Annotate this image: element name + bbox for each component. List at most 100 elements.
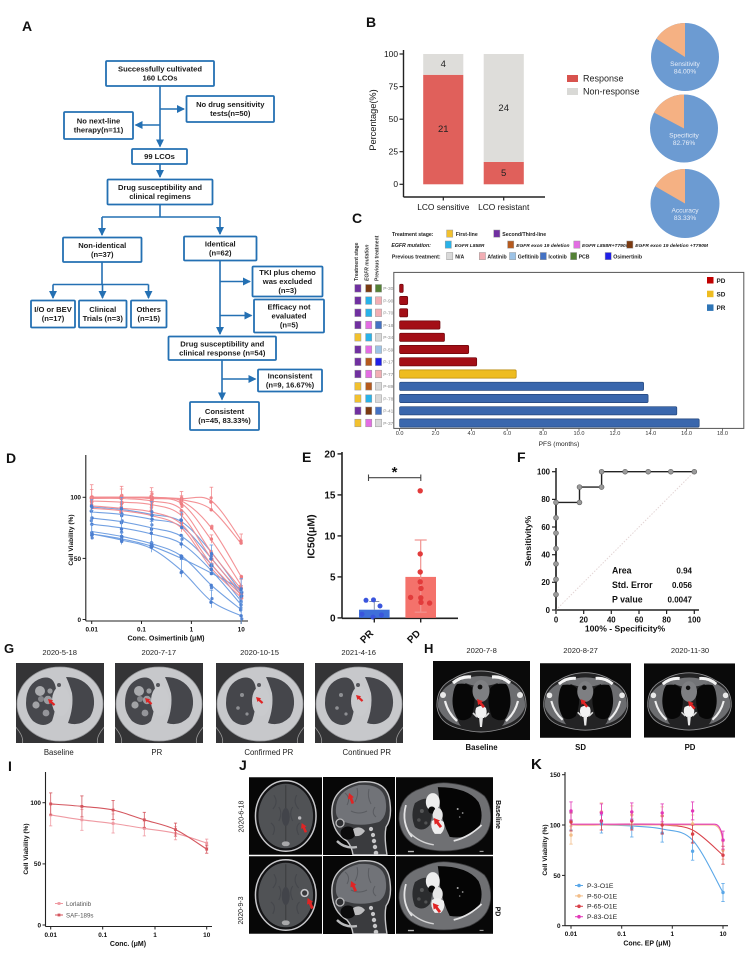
svg-text:Consistent: Consistent	[205, 407, 245, 416]
svg-text:(n=37): (n=37)	[91, 250, 114, 259]
svg-text:EGFR mutation:: EGFR mutation:	[391, 243, 431, 249]
svg-text:Second/Third-line: Second/Third-line	[502, 232, 546, 238]
svg-text:evaluated: evaluated	[271, 312, 306, 321]
svg-text:Specificity: Specificity	[669, 133, 699, 140]
svg-text:0: 0	[393, 179, 398, 189]
svg-text:Accuracy: Accuracy	[671, 208, 699, 215]
svg-text:Previous treatment:: Previous treatment:	[392, 254, 441, 260]
svg-text:PFS (months): PFS (months)	[539, 441, 580, 448]
svg-text:0: 0	[37, 922, 41, 929]
svg-text:82.76%: 82.76%	[673, 140, 696, 147]
svg-text:18.0: 18.0	[717, 431, 728, 437]
svg-text:tests(n=50): tests(n=50)	[210, 109, 251, 118]
svg-text:5: 5	[501, 168, 506, 179]
svg-text:Identical: Identical	[205, 240, 236, 249]
svg-text:Cell Viability (%): Cell Viability (%)	[542, 824, 549, 875]
svg-text:100: 100	[550, 822, 561, 829]
svg-text:SD: SD	[717, 292, 726, 299]
svg-text:10: 10	[238, 627, 246, 634]
svg-text:100: 100	[30, 800, 41, 807]
svg-text:0: 0	[557, 923, 561, 930]
svg-text:Percentage(%): Percentage(%)	[368, 89, 378, 150]
svg-text:EGFR L858R: EGFR L858R	[455, 243, 485, 249]
svg-text:0: 0	[330, 613, 336, 624]
svg-text:P-37: P-37	[383, 421, 393, 427]
svg-text:0.1: 0.1	[617, 931, 626, 938]
svg-text:P-17: P-17	[383, 360, 393, 366]
svg-text:1: 1	[190, 627, 194, 634]
svg-text:Afatinib: Afatinib	[487, 254, 506, 260]
svg-text:PD: PD	[406, 628, 424, 646]
svg-text:0.056: 0.056	[672, 581, 693, 590]
svg-text:P-89: P-89	[383, 384, 393, 390]
svg-text:P-83-O1E: P-83-O1E	[587, 914, 618, 921]
svg-text:Conc. EP (μM): Conc. EP (μM)	[623, 941, 670, 948]
svg-text:Sensitivity%: Sensitivity%	[523, 515, 533, 566]
svg-text:(n=17): (n=17)	[42, 314, 65, 323]
svg-text:0.01: 0.01	[44, 932, 57, 939]
svg-text:(n=62): (n=62)	[209, 249, 232, 258]
svg-text:P-3-O1E: P-3-O1E	[587, 883, 614, 890]
svg-text:150: 150	[550, 772, 561, 779]
svg-text:Drug susceptibility and: Drug susceptibility and	[180, 339, 264, 348]
svg-text:99 LCOs: 99 LCOs	[144, 152, 175, 161]
svg-text:10: 10	[719, 931, 727, 938]
svg-text:P-30: P-30	[383, 286, 393, 292]
svg-text:10.0: 10.0	[574, 431, 585, 437]
svg-text:LCO resistant: LCO resistant	[478, 202, 530, 212]
svg-text:1: 1	[671, 931, 675, 938]
svg-text:P-70: P-70	[383, 311, 393, 317]
svg-text:clinical response (n=54): clinical response (n=54)	[179, 348, 266, 357]
svg-text:2.0: 2.0	[432, 431, 440, 437]
svg-text:0.01: 0.01	[565, 931, 578, 938]
svg-text:Area: Area	[612, 566, 632, 576]
svg-text:8.0: 8.0	[539, 431, 547, 437]
svg-text:P-65-O1E: P-65-O1E	[587, 904, 618, 911]
svg-text:83.33%: 83.33%	[674, 215, 697, 222]
svg-text:Gefitinib: Gefitinib	[518, 254, 539, 260]
svg-text:50: 50	[34, 861, 42, 868]
svg-text:Successfully cultivated: Successfully cultivated	[118, 65, 202, 74]
svg-text:20: 20	[541, 578, 550, 587]
svg-text:50: 50	[389, 114, 399, 124]
svg-text:(n=3): (n=3)	[278, 286, 297, 295]
svg-text:*: *	[392, 464, 398, 481]
svg-text:75: 75	[389, 81, 399, 91]
svg-text:(n=15): (n=15)	[137, 314, 160, 323]
svg-text:(n=5): (n=5)	[280, 321, 299, 330]
svg-text:No drug sensitivity: No drug sensitivity	[196, 100, 265, 109]
svg-text:0.0047: 0.0047	[668, 596, 693, 605]
svg-text:P-77: P-77	[383, 372, 393, 378]
svg-text:Others: Others	[137, 305, 161, 314]
svg-text:therapy(n=11): therapy(n=11)	[74, 126, 124, 135]
svg-text:100: 100	[70, 495, 81, 502]
svg-text:21: 21	[438, 124, 449, 135]
svg-text:Cell Viability (%): Cell Viability (%)	[68, 514, 75, 565]
svg-text:Clinical: Clinical	[89, 305, 116, 314]
svg-text:EGFR mutation: EGFR mutation	[364, 245, 370, 281]
svg-text:SAF-189s: SAF-189s	[66, 913, 94, 920]
svg-text:Conc. (μM): Conc. (μM)	[110, 941, 146, 948]
svg-text:P-78: P-78	[383, 396, 393, 402]
svg-text:60: 60	[635, 616, 644, 625]
svg-text:Std. Error: Std. Error	[612, 580, 653, 590]
svg-text:PR: PR	[359, 628, 377, 646]
svg-text:12.0: 12.0	[609, 431, 620, 437]
svg-text:EGFR exon 19 deletion: EGFR exon 19 deletion	[516, 243, 569, 249]
svg-text:Trials (n=3): Trials (n=3)	[83, 314, 124, 323]
svg-text:100: 100	[384, 49, 398, 59]
svg-text:50: 50	[74, 556, 82, 563]
svg-text:PD: PD	[717, 278, 726, 285]
svg-text:PR: PR	[717, 305, 726, 312]
svg-text:4: 4	[441, 59, 446, 70]
svg-text:TKI plus chemo: TKI plus chemo	[259, 268, 316, 277]
svg-text:Sensitivity: Sensitivity	[670, 61, 700, 68]
svg-text:10: 10	[203, 932, 211, 939]
svg-text:LCO sensitive: LCO sensitive	[417, 202, 469, 212]
svg-text:5: 5	[330, 572, 336, 583]
svg-text:Drug susceptibility and: Drug susceptibility and	[118, 183, 202, 192]
svg-text:EGFR exon 19 deletion +T790M: EGFR exon 19 deletion +T790M	[635, 243, 709, 249]
svg-text:84.00%: 84.00%	[674, 69, 697, 76]
svg-text:25: 25	[389, 147, 399, 157]
svg-text:15: 15	[324, 490, 336, 501]
